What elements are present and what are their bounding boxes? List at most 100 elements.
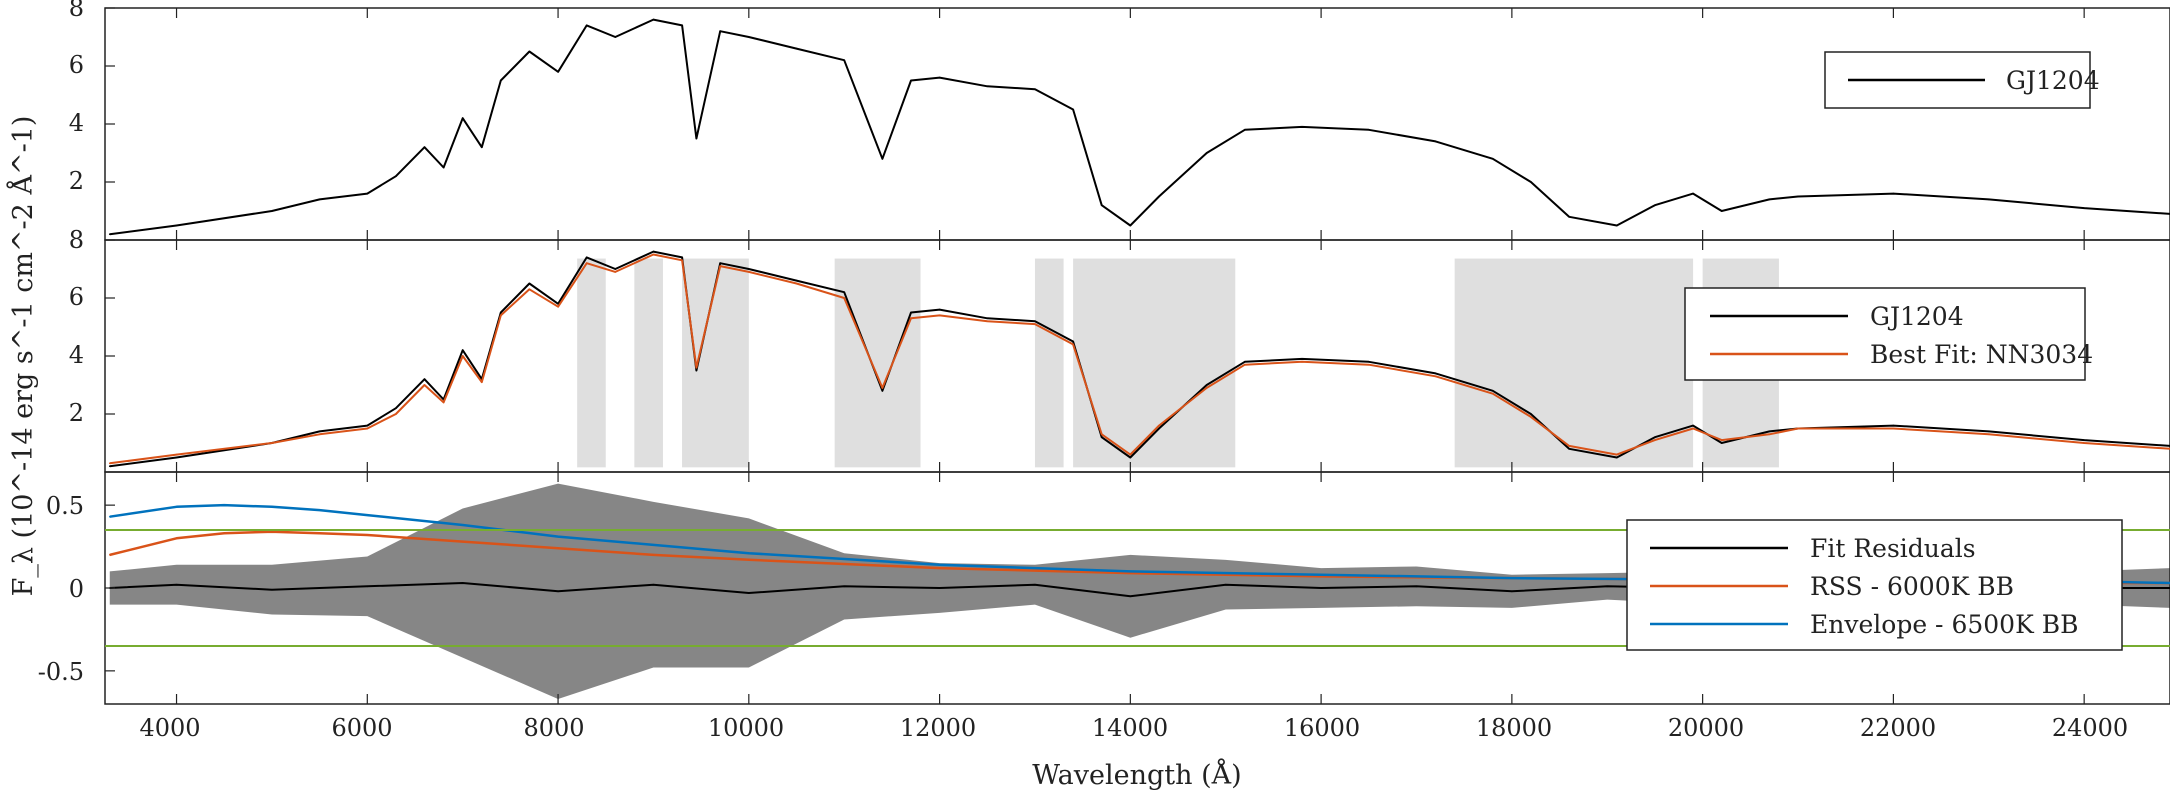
data-point-p2-s0-2 (271, 588, 273, 591)
data-point-p1-s1-19 (748, 271, 750, 273)
data-point-p1-s0-21 (843, 291, 846, 294)
data-point-p1-s0-1 (175, 456, 178, 459)
data-point-p2-s1-4 (318, 532, 321, 535)
data-point-p1-s0-27 (1072, 340, 1074, 343)
xtick-14000: 14000 (1092, 714, 1168, 742)
data-point-p0-s0-46 (1987, 198, 1990, 201)
data-point-p0-s0-44 (1797, 195, 1799, 198)
data-point-p0-s0-16 (681, 24, 683, 27)
data-point-p0-s0-32 (1244, 129, 1246, 131)
data-point-p1-s0-41 (1692, 424, 1694, 427)
data-point-p0-s0-30 (1158, 195, 1160, 198)
data-point-p1-s0-23 (910, 311, 912, 314)
data-point-p2-s0-6 (652, 583, 655, 586)
data-point-p1-s0-19 (748, 268, 750, 270)
data-point-p2-s1-11 (1129, 572, 1132, 574)
data-point-p1-s1-10 (500, 314, 502, 317)
data-point-p1-s0-15 (652, 250, 655, 253)
data-point-p0-s0-34 (1367, 129, 1370, 131)
data-point-p2-s0-14 (1415, 585, 1418, 588)
middle-legend: GJ1204 Best Fit: NN3034 (1684, 287, 2093, 381)
data-point-p1-s1-35 (1434, 375, 1437, 378)
data-point-p1-s0-33 (1301, 358, 1303, 360)
data-point-p1-s1-45 (1892, 427, 1895, 430)
xtick-18000: 18000 (1476, 714, 1552, 742)
middle-ytick-4: 4 (69, 341, 84, 369)
masked-region-7 (1454, 258, 1541, 468)
data-point-p0-s0-21 (843, 59, 846, 61)
bottom-ytick-0: 0 (69, 575, 84, 603)
data-point-p1-s1-1 (175, 453, 178, 456)
data-point-p0-s0-35 (1434, 140, 1437, 143)
middle-ytick-8: 8 (69, 226, 84, 254)
data-point-p0-s0-22 (881, 158, 884, 160)
bottom-legend: Fit Residuals RSS - 6000K BB Envelope - … (1626, 519, 2123, 651)
data-point-p1-s1-37 (1530, 416, 1532, 418)
data-point-p1-s0-37 (1530, 413, 1532, 415)
data-point-p2-s2-13 (1511, 577, 1513, 579)
data-point-p2-s0-4 (461, 582, 464, 584)
data-point-p1-s1-7 (442, 401, 445, 404)
xtick-4000: 4000 (139, 714, 200, 742)
masked-region-1 (634, 258, 663, 468)
data-point-p1-s0-0 (108, 465, 111, 468)
data-point-p1-s1-36 (1491, 392, 1494, 395)
data-point-p2-s2-8 (652, 544, 655, 546)
xtick-16000: 16000 (1284, 714, 1360, 742)
data-point-p1-s0-18 (719, 262, 722, 265)
data-point-p1-s0-32 (1244, 361, 1246, 363)
data-point-p1-s0-8 (461, 349, 464, 352)
x-axis-title: Wavelength (Å) (1032, 758, 1241, 791)
y-axis-title: F_λ (10^-14 erg s^-1 cm^-2 Å^-1) (6, 116, 39, 597)
data-point-p1-s1-32 (1244, 363, 1246, 366)
data-point-p0-s0-7 (442, 166, 445, 169)
data-point-p2-s0-1 (175, 583, 178, 586)
data-point-p2-s0-10 (1034, 583, 1036, 586)
data-point-p1-s1-39 (1615, 453, 1618, 456)
data-point-p2-s2-4 (318, 509, 321, 511)
data-point-p1-s1-9 (480, 381, 483, 383)
data-point-p1-s1-20 (795, 282, 798, 285)
data-point-p1-s0-10 (500, 311, 502, 314)
data-point-p2-s0-12 (1224, 583, 1227, 586)
data-point-p1-s0-13 (585, 256, 588, 259)
bottom-ytick-neg0.5: -0.5 (38, 658, 84, 686)
data-point-p2-s1-3 (271, 530, 273, 533)
data-point-p1-s1-22 (881, 387, 884, 389)
data-point-p1-s1-8 (461, 355, 464, 357)
top-ytick-6: 6 (69, 51, 84, 79)
data-point-p0-s0-37 (1530, 181, 1532, 183)
data-point-p2-s2-11 (1129, 570, 1132, 573)
data-point-p1-s0-47 (2083, 439, 2085, 441)
xtick-10000: 10000 (708, 714, 784, 742)
data-point-p1-s1-47 (2083, 442, 2085, 444)
data-point-p1-s0-42 (1720, 442, 1723, 444)
data-point-p1-s1-30 (1158, 424, 1160, 427)
xtick-22000: 22000 (1860, 714, 1936, 742)
data-point-p1-s0-30 (1158, 427, 1160, 430)
data-point-p1-s1-17 (695, 366, 698, 369)
data-point-p1-s0-31 (1205, 384, 1208, 386)
data-point-p0-s0-23 (910, 79, 912, 82)
legend-label-best-fit: Best Fit: NN3034 (1870, 340, 2093, 369)
data-point-p0-s0-0 (108, 233, 111, 235)
data-point-p0-s0-13 (585, 24, 588, 27)
data-point-p0-s0-41 (1692, 192, 1694, 195)
top-panel-frame (104, 7, 2170, 241)
data-point-p1-s1-38 (1568, 445, 1570, 447)
data-point-p1-s0-36 (1491, 390, 1494, 392)
data-point-p2-s1-6 (461, 540, 464, 543)
data-point-p1-s1-42 (1720, 439, 1723, 441)
data-point-p1-s0-39 (1615, 456, 1618, 459)
data-point-p1-s0-6 (423, 378, 426, 381)
data-point-p1-s0-12 (557, 303, 559, 305)
data-point-p0-s0-42 (1720, 210, 1723, 212)
data-point-p1-s1-40 (1654, 439, 1656, 441)
legend-label-gj1204: GJ1204 (1870, 302, 1964, 331)
data-point-p1-s1-18 (719, 265, 722, 267)
data-point-p0-s0-8 (461, 117, 464, 119)
data-point-p0-s0-17 (695, 137, 698, 140)
data-point-p1-s0-43 (1768, 430, 1771, 433)
data-point-p0-s0-1 (175, 224, 178, 227)
data-point-p1-s1-0 (108, 462, 111, 465)
